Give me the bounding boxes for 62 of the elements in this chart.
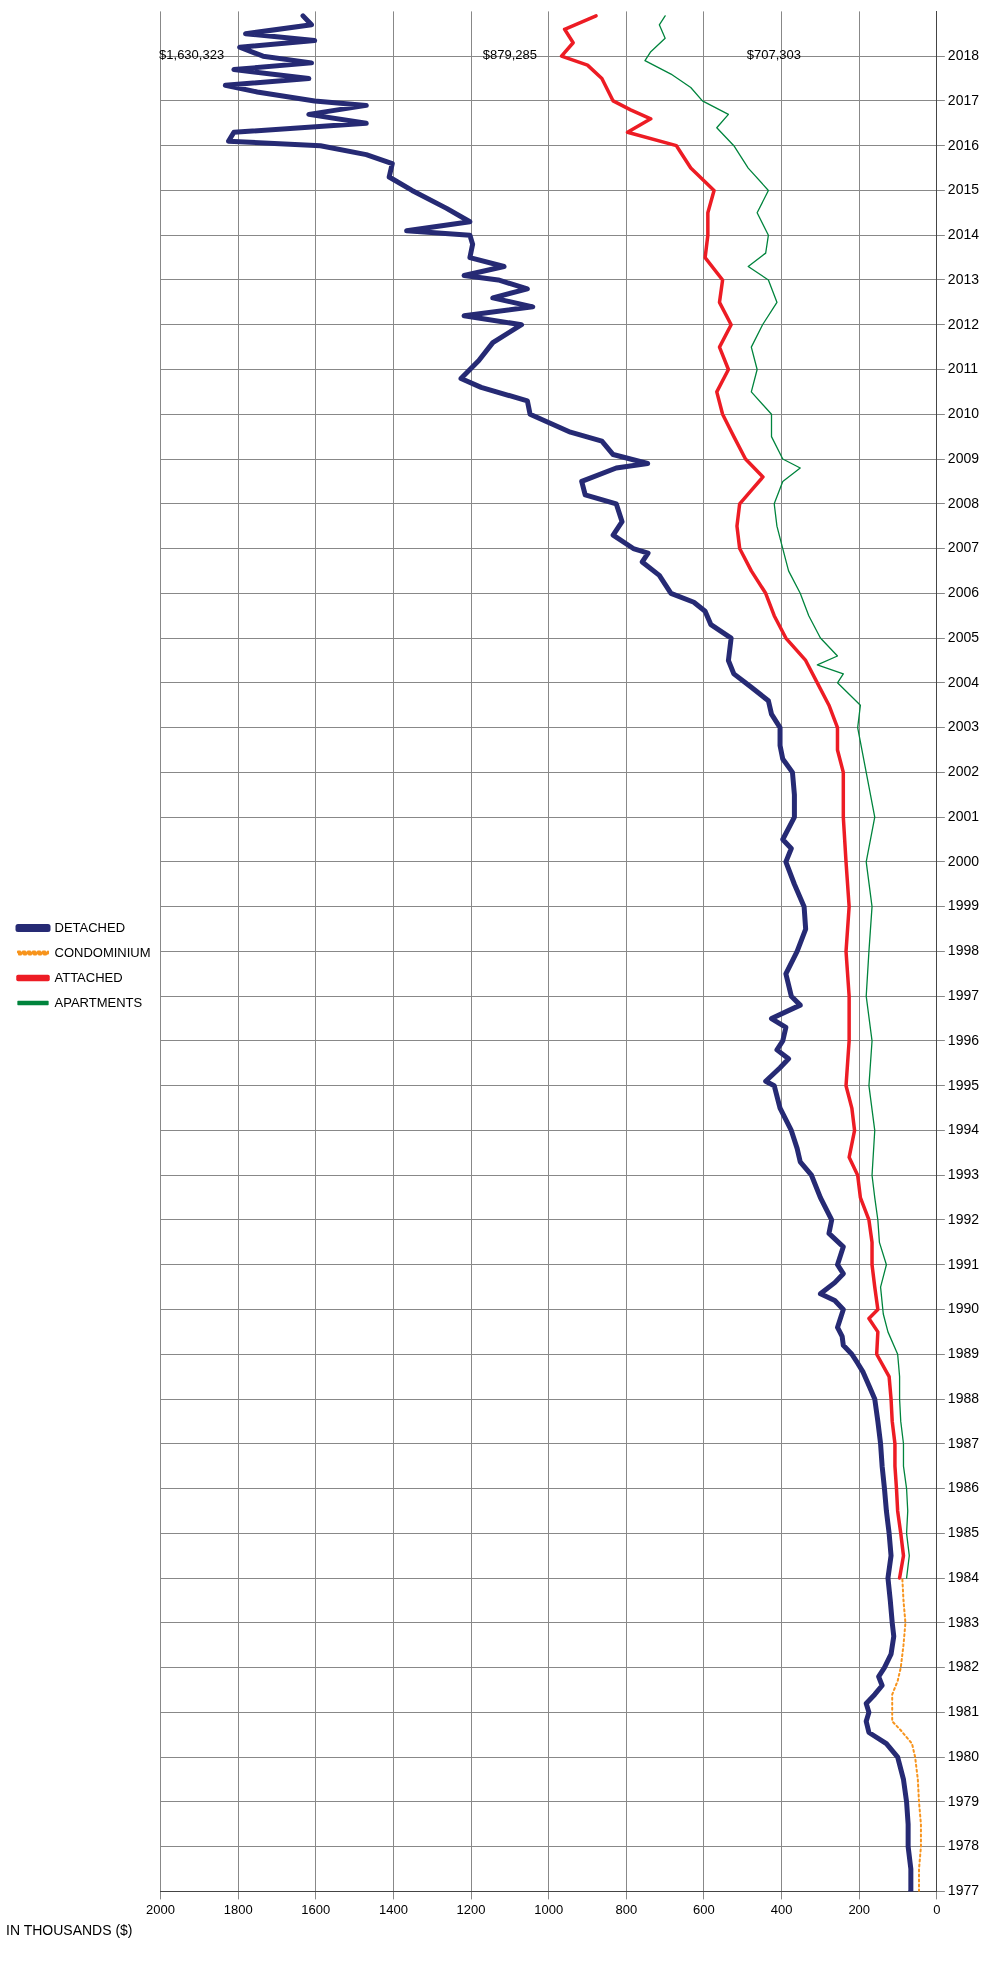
y-tick-label: 2017 bbox=[947, 91, 980, 108]
y-tick-label: 1986 bbox=[947, 1479, 980, 1496]
y-tick-label: 2014 bbox=[947, 226, 980, 243]
y-tick-label: 1989 bbox=[947, 1345, 980, 1362]
y-tick-label: 1984 bbox=[947, 1568, 980, 1585]
x-tick-label: 1600 bbox=[301, 1901, 331, 1917]
y-tick-label: 1985 bbox=[947, 1524, 980, 1541]
y-tick-label: 1978 bbox=[947, 1837, 980, 1854]
legend-label: CONDOMINIUM bbox=[54, 944, 151, 960]
y-tick-label: 1999 bbox=[947, 897, 980, 914]
legend-label: APARTMENTS bbox=[54, 994, 143, 1010]
y-tick-label: 1977 bbox=[947, 1882, 980, 1899]
y-tick-label: 2002 bbox=[947, 763, 980, 780]
line-series bbox=[891, 1577, 922, 1892]
y-tick-label: 1982 bbox=[947, 1658, 980, 1675]
x-tick-label: 1400 bbox=[378, 1901, 408, 1917]
x-tick-label: 800 bbox=[615, 1901, 638, 1917]
annotation: $879,285 bbox=[482, 46, 537, 62]
x-tick-label: 200 bbox=[848, 1901, 871, 1917]
y-tick-label: 2004 bbox=[947, 673, 980, 690]
y-tick-label: 1981 bbox=[947, 1703, 980, 1720]
annotation: $1,630,323 bbox=[159, 46, 225, 62]
y-tick-label: 2000 bbox=[947, 852, 980, 869]
y-tick-label: 1987 bbox=[947, 1434, 980, 1451]
y-tick-label: 2010 bbox=[947, 405, 980, 422]
y-tick-label: 2012 bbox=[947, 315, 980, 332]
y-tick-label: 1996 bbox=[947, 1031, 980, 1048]
y-tick-label: 1993 bbox=[947, 1166, 980, 1183]
y-tick-label: 1997 bbox=[947, 987, 980, 1004]
x-tick-label: 2000 bbox=[146, 1901, 176, 1917]
y-tick-label: 2008 bbox=[947, 494, 980, 511]
y-tick-label: 1994 bbox=[947, 1121, 980, 1138]
y-tick-label: 2003 bbox=[947, 718, 980, 735]
y-tick-label: 1998 bbox=[947, 942, 980, 959]
y-tick-label: 2011 bbox=[947, 360, 979, 377]
y-tick-label: 1995 bbox=[947, 1076, 980, 1093]
y-tick-label: 2007 bbox=[947, 539, 980, 556]
x-tick-label: 1200 bbox=[456, 1901, 486, 1917]
y-tick-label: 2006 bbox=[947, 584, 980, 601]
legend-label: DETACHED bbox=[54, 919, 126, 935]
y-tick-label: 2018 bbox=[947, 47, 980, 64]
y-tick-label: 1992 bbox=[947, 1210, 980, 1227]
x-tick-label: 0 bbox=[933, 1901, 941, 1917]
x-tick-label: 1000 bbox=[534, 1901, 564, 1917]
y-tick-label: 1991 bbox=[947, 1255, 980, 1272]
x-tick-label: 400 bbox=[770, 1901, 793, 1917]
y-tick-label: 2016 bbox=[947, 136, 980, 153]
y-tick-label: 2001 bbox=[947, 807, 980, 824]
y-tick-label: 1990 bbox=[947, 1300, 980, 1317]
y-tick-label: 1980 bbox=[947, 1747, 980, 1764]
annotation: $707,303 bbox=[746, 46, 801, 62]
y-tick-label: 2013 bbox=[947, 270, 980, 287]
x-axis-title: IN THOUSANDS ($) bbox=[6, 1922, 133, 1939]
y-tick-label: 1988 bbox=[947, 1389, 980, 1406]
legend-label: ATTACHED bbox=[54, 969, 123, 985]
y-tick-label: 1983 bbox=[947, 1613, 980, 1630]
y-tick-label: 2009 bbox=[947, 449, 980, 466]
x-tick-label: 600 bbox=[693, 1901, 715, 1917]
y-tick-label: 2015 bbox=[947, 181, 980, 198]
x-tick-label: 1800 bbox=[223, 1901, 253, 1917]
y-tick-label: 1979 bbox=[947, 1792, 980, 1809]
y-tick-label: 2005 bbox=[947, 628, 980, 645]
